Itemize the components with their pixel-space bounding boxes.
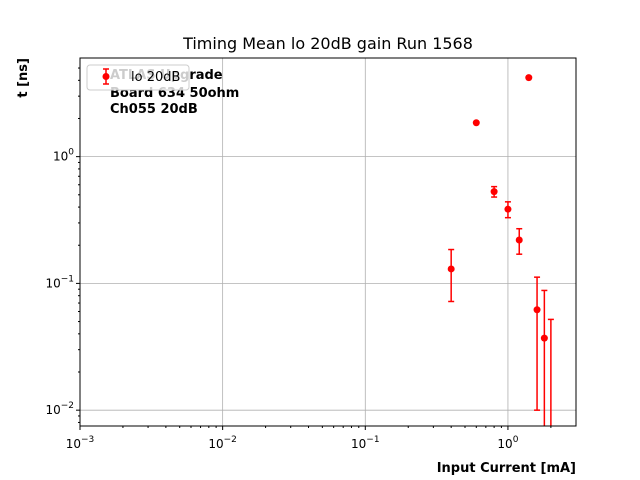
x-ticks: 10−3 10−2 10−1 100 (66, 426, 552, 451)
legend: lo 20dB (86, 64, 190, 91)
data-point (525, 74, 533, 82)
x-tick-label: 10−1 (351, 435, 380, 451)
legend-label: lo 20dB (131, 70, 180, 85)
data-point (540, 334, 548, 342)
legend-box (86, 64, 190, 91)
legend-marker (102, 73, 110, 80)
x-tick-label: 10−2 (208, 435, 237, 451)
data-point (447, 265, 455, 273)
data-point (504, 205, 512, 213)
plot-frame (79, 57, 577, 427)
annotation-line-3: Ch055 20dB (110, 102, 198, 117)
y-gridlines (80, 156, 576, 411)
x-gridlines (222, 58, 509, 426)
x-axis-label: Input Current [mA] (437, 461, 576, 476)
data-series (447, 74, 554, 426)
data-point (515, 236, 523, 244)
x-tick-label: 100 (497, 435, 518, 451)
y-axis-label: t [ns] (16, 58, 31, 98)
x-tick-label: 10−3 (66, 435, 95, 451)
data-point (533, 306, 541, 314)
chart-title: Timing Mean lo 20dB gain Run 1568 (182, 34, 473, 53)
data-point (472, 119, 480, 127)
data-point (490, 188, 498, 196)
plot-area (80, 58, 576, 426)
y-ticks: 10−2 10−1 100 (45, 67, 80, 423)
y-tick-label: 10−1 (45, 274, 74, 290)
y-tick-label: 10−2 (45, 401, 74, 417)
y-tick-label: 100 (53, 148, 74, 164)
